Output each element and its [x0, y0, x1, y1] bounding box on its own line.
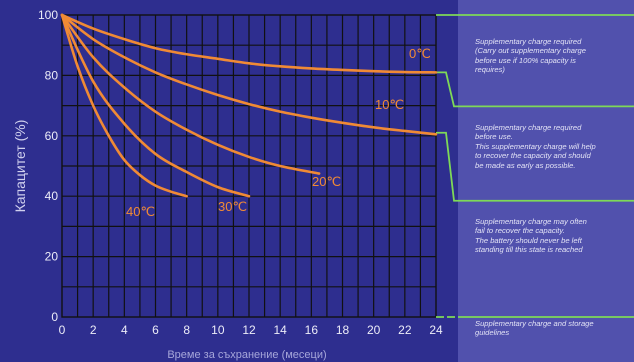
- footer-note-text: Supplementary charge and storage guideli…: [475, 319, 594, 338]
- zone-note-3-text: Supplementary charge may often fail to r…: [475, 217, 587, 255]
- x-tick-label: 14: [273, 323, 287, 337]
- x-tick-label: 10: [211, 323, 225, 337]
- series-label-3: 30℃: [218, 199, 247, 214]
- series-label-4: 40℃: [126, 204, 155, 219]
- zone-border-2: [436, 131, 634, 202]
- series-line-2: [60, 13, 321, 175]
- x-tick-label: 22: [398, 323, 412, 337]
- x-tick-label: 4: [121, 323, 128, 337]
- footer-note: Supplementary charge and storage guideli…: [475, 319, 627, 338]
- x-tick-label: 0: [59, 323, 66, 337]
- y-tick-label: 40: [45, 189, 59, 203]
- x-tick-label: 8: [183, 323, 190, 337]
- x-tick-label: 24: [429, 323, 443, 337]
- series-label-0: 0℃: [409, 46, 431, 61]
- x-tick-label: 2: [90, 323, 97, 337]
- y-tick-label: 0: [51, 310, 58, 324]
- plot-frame: [61, 14, 437, 318]
- series-line-0: [60, 13, 438, 74]
- series-label-1: 10℃: [375, 97, 404, 112]
- y-tick-label: 100: [38, 8, 58, 22]
- series-line-1: [60, 13, 438, 136]
- zone-note-1-text: Supplementary charge required (Carry out…: [475, 37, 587, 75]
- y-axis-label: Капацитет (%): [12, 120, 28, 213]
- zone-note-2: Supplementary charge required before use…: [475, 123, 627, 170]
- x-axis-label: Време за съхранение (месеци): [167, 349, 326, 361]
- y-tick-label: 80: [45, 68, 59, 82]
- zone-border-1: [436, 71, 634, 108]
- x-tick-label: 18: [336, 323, 350, 337]
- x-tick-label: 12: [242, 323, 256, 337]
- y-tick-label: 60: [45, 129, 59, 143]
- zone-note-3: Supplementary charge may often fail to r…: [475, 217, 627, 255]
- x-tick-label: 6: [152, 323, 159, 337]
- series-line-3: [60, 13, 251, 198]
- series-label-2: 20℃: [312, 174, 341, 189]
- x-tick-label: 20: [367, 323, 381, 337]
- y-tick-label: 20: [45, 250, 59, 264]
- zone-note-1: Supplementary charge required (Carry out…: [475, 37, 627, 75]
- x-tick-label: 16: [305, 323, 319, 337]
- series-line-4: [60, 13, 188, 198]
- zone-note-2-text: Supplementary charge required before use…: [475, 123, 596, 170]
- guidelines-panel: [458, 0, 634, 362]
